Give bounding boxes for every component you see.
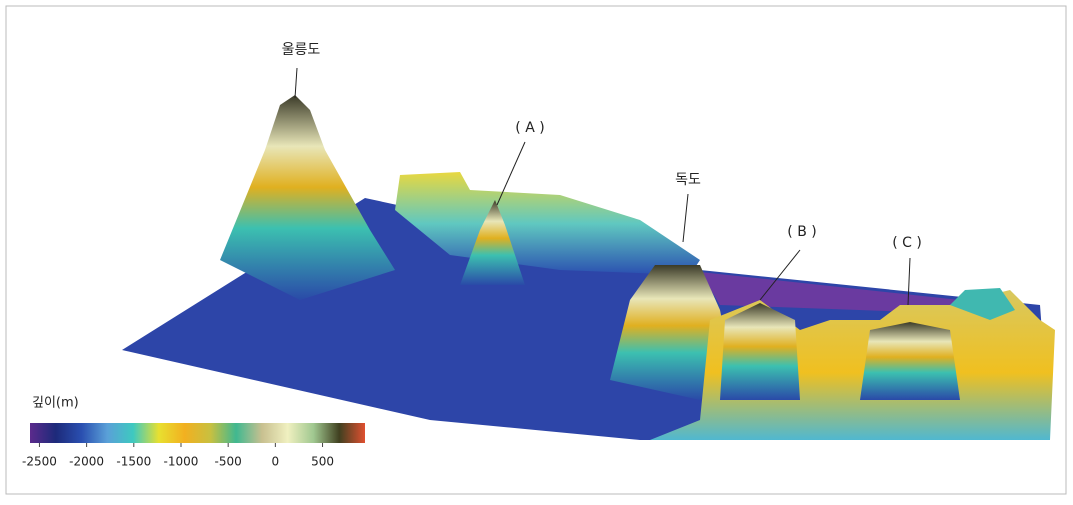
- tick-label: 500: [311, 455, 334, 469]
- tick-label: 0: [272, 455, 280, 469]
- leader-lines: [294, 67, 911, 306]
- colorbar: [30, 423, 365, 443]
- tick-label: -2500: [22, 455, 57, 469]
- label: 독도: [675, 172, 701, 188]
- tick-label: -2000: [69, 455, 104, 469]
- label: ( B ): [787, 224, 816, 240]
- tick-label: -1500: [116, 455, 151, 469]
- terrain: [122, 95, 1055, 440]
- label: ( C ): [892, 235, 922, 251]
- label: ( A ): [515, 120, 544, 136]
- tick-label: -500: [215, 455, 242, 469]
- colorbar-title: 깊이(m): [32, 396, 79, 411]
- frame: [5, 5, 1067, 495]
- label: 울릉도: [282, 42, 321, 58]
- tick-label: -1000: [164, 455, 199, 469]
